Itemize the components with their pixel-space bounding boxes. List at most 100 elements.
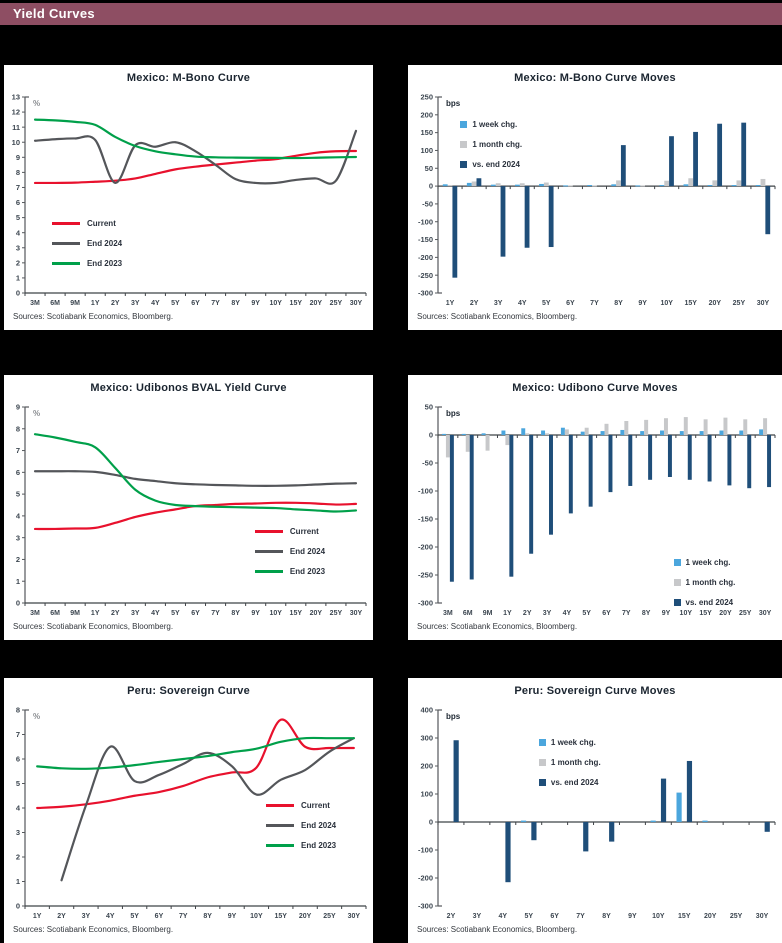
svg-text:0: 0 [429, 818, 433, 827]
svg-text:8Y: 8Y [203, 913, 212, 920]
svg-text:8Y: 8Y [231, 610, 240, 617]
svg-text:2: 2 [16, 258, 20, 267]
legend-swatch [538, 758, 546, 766]
svg-text:8Y: 8Y [614, 300, 623, 307]
legend-label: Current [300, 800, 330, 810]
svg-text:3: 3 [16, 828, 20, 837]
legend-swatch [265, 823, 294, 827]
legend-swatch [460, 141, 468, 149]
legend-swatch [254, 569, 283, 573]
svg-text:15Y: 15Y [290, 300, 303, 307]
svg-text:10Y: 10Y [652, 913, 665, 920]
svg-text:6M: 6M [50, 610, 60, 617]
legend-item: 1 month chg. [460, 135, 522, 155]
svg-text:0: 0 [429, 182, 433, 191]
legend-item: vs. end 2024 [460, 155, 522, 175]
svg-text:8: 8 [16, 424, 20, 433]
svg-text:-100: -100 [418, 217, 433, 226]
svg-text:3M: 3M [30, 610, 40, 617]
chart-legend: Current End 2024 End 2023 [265, 795, 336, 855]
legend-item: Current [254, 521, 325, 541]
svg-text:20Y: 20Y [310, 300, 323, 307]
svg-text:5Y: 5Y [130, 913, 139, 920]
series-1-week-chg- [520, 792, 708, 822]
legend-swatch [673, 559, 681, 567]
chart-title: Peru: Sovereign Curve [127, 685, 250, 697]
svg-text:6Y: 6Y [566, 300, 575, 307]
legend-label: End 2024 [86, 238, 123, 248]
svg-text:20Y: 20Y [704, 913, 717, 920]
svg-text:25Y: 25Y [739, 610, 752, 617]
legend-label: Current [289, 526, 319, 536]
svg-text:5Y: 5Y [171, 300, 180, 307]
source-note: Sources: Scotiabank Economics, Bloomberg… [417, 622, 578, 631]
svg-text:30Y: 30Y [756, 913, 769, 920]
legend-item: 1 week chg. [460, 115, 522, 135]
svg-text:-300: -300 [418, 289, 433, 298]
legend-item: End 2023 [51, 253, 122, 273]
series-end-2024 [60, 737, 355, 882]
source-note: Sources: Scotiabank Economics, Bloomberg… [13, 925, 174, 934]
svg-text:3: 3 [16, 243, 20, 252]
svg-text:-50: -50 [422, 459, 433, 468]
svg-text:6: 6 [16, 198, 20, 207]
svg-text:-300: -300 [418, 902, 433, 911]
section-title: Yield Curves [13, 6, 95, 21]
svg-text:15Y: 15Y [699, 610, 712, 617]
chart-canvas: -300 -250 -200 -150 -100 -50 0 50 3M 6M 9M 1Y 2Y 3Y 4Y… [418, 403, 776, 617]
svg-text:-150: -150 [418, 235, 433, 244]
svg-text:20Y: 20Y [310, 610, 323, 617]
legend-swatch [538, 778, 546, 786]
svg-text:5: 5 [16, 490, 20, 499]
svg-text:150: 150 [420, 128, 433, 137]
axis-unit-label: bps [446, 99, 461, 108]
legend-item: 1 month chg. [673, 573, 735, 593]
legend-label: End 2023 [289, 566, 326, 576]
svg-text:-200: -200 [418, 543, 433, 552]
svg-text:1Y: 1Y [91, 300, 100, 307]
svg-text:2Y: 2Y [111, 300, 120, 307]
svg-text:5: 5 [16, 213, 20, 222]
legend-label: Current [86, 218, 116, 228]
svg-text:6: 6 [16, 755, 20, 764]
svg-text:-250: -250 [418, 271, 433, 280]
svg-text:2Y: 2Y [470, 300, 479, 307]
series-end-2023 [36, 736, 355, 770]
svg-text:30Y: 30Y [757, 300, 770, 307]
svg-text:6Y: 6Y [191, 610, 200, 617]
svg-text:50: 50 [425, 164, 433, 173]
legend-item: End 2024 [265, 815, 336, 835]
svg-text:12: 12 [12, 108, 20, 117]
legend-item: vs. end 2024 [673, 593, 736, 613]
svg-text:-50: -50 [422, 200, 433, 209]
chart-canvas: -300 -200 -100 0 100 200 300 400 2Y 3Y 4Y 5Y 6Y 7Y 8Y 9… [418, 706, 776, 920]
legend-swatch [673, 599, 681, 607]
chart-legend: 1 week chg. 1 month chg. vs. end 2024 [673, 553, 736, 613]
series-end-2023 [33, 433, 358, 513]
svg-text:7Y: 7Y [622, 610, 631, 617]
chart-canvas: -300 -250 -200 -150 -100 -50 0 50 100 150 200 250 1Y… [418, 93, 776, 307]
axis-unit-label: % [33, 99, 40, 108]
series-current [36, 718, 355, 810]
chart-title: Mexico: Udibono Curve Moves [512, 382, 678, 394]
legend-item: 1 month chg. [538, 752, 601, 772]
legend-label: 1 month chg. [550, 757, 601, 767]
svg-text:-150: -150 [418, 515, 433, 524]
svg-text:1Y: 1Y [33, 913, 42, 920]
svg-text:4Y: 4Y [563, 610, 572, 617]
svg-text:9Y: 9Y [251, 300, 260, 307]
chart-canvas: 0 1 2 3 4 5 6 7 8 1Y 2Y 3Y 4Y 5Y 6Y 7Y 8Y 9Y 10Y 15Y 20Y 25Y 3… [16, 706, 367, 920]
series-1-month-chg- [445, 417, 768, 458]
svg-text:8Y: 8Y [602, 913, 611, 920]
svg-text:5Y: 5Y [524, 913, 533, 920]
svg-text:15Y: 15Y [275, 913, 288, 920]
svg-text:9M: 9M [483, 610, 493, 617]
legend-swatch [265, 803, 294, 807]
svg-text:4Y: 4Y [518, 300, 527, 307]
legend-item: End 2023 [265, 835, 336, 855]
svg-text:1: 1 [16, 274, 20, 283]
legend-item: vs. end 2024 [538, 772, 601, 792]
legend-swatch [538, 738, 546, 746]
svg-text:200: 200 [420, 762, 433, 771]
